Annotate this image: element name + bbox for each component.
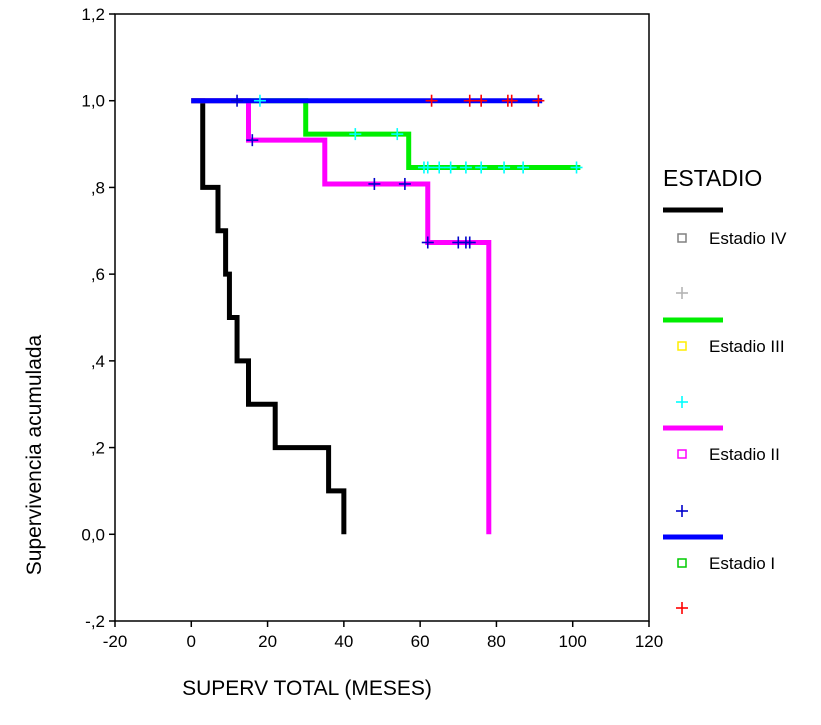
censor-mark <box>517 161 530 174</box>
legend: Estadio IV Estadio III Estadio II Estadio I <box>663 207 787 614</box>
y-tick-label: -,2 <box>85 612 105 631</box>
censor-mark <box>433 161 446 174</box>
censor-mark <box>532 94 545 107</box>
legend-label: Estadio I <box>709 554 775 573</box>
censor-marks <box>231 94 583 249</box>
legend-label: Estadio IV <box>709 229 787 248</box>
legend-entry: Estadio IV <box>677 229 787 248</box>
censor-mark <box>349 128 362 141</box>
censor-mark <box>498 161 511 174</box>
y-tick-label: ,6 <box>91 265 105 284</box>
y-tick-label: 0,0 <box>81 525 105 544</box>
censor-mark <box>391 128 404 141</box>
y-tick-label: ,2 <box>91 439 105 458</box>
series-line-estadio-iv <box>191 98 347 535</box>
x-tick-label: 0 <box>187 632 196 651</box>
y-tick-label: ,4 <box>91 352 105 371</box>
x-tick-label: 100 <box>559 632 587 651</box>
legend-square-swatch <box>677 341 687 351</box>
censor-mark <box>231 94 244 107</box>
legend-entry: Estadio III <box>677 337 785 356</box>
legend-square-swatch <box>677 449 687 459</box>
x-axis-title: SUPERV TOTAL (MESES) <box>182 677 432 700</box>
axis-ticks: -20 0 20 40 60 80 100 120 -,2 0,0 ,2 ,4 ,6 ,8 1,0 1,2 <box>81 5 663 651</box>
censor-mark <box>505 94 518 107</box>
legend-entry <box>676 602 688 614</box>
censor-mark <box>463 94 476 107</box>
legend-square-swatch <box>677 233 687 243</box>
series-layer <box>191 98 581 535</box>
legend-entry: Estadio II <box>677 445 780 464</box>
legend-square-swatch <box>677 558 687 568</box>
legend-title: ESTADIO <box>663 165 762 191</box>
censor-mark <box>421 161 434 174</box>
legend-entry <box>676 396 688 408</box>
censor-mark <box>421 236 434 249</box>
censor-mark <box>253 94 266 107</box>
x-tick-label: 20 <box>258 632 277 651</box>
censor-mark <box>444 161 457 174</box>
legend-entry: Estadio I <box>677 554 775 573</box>
legend-label: Estadio II <box>709 445 780 464</box>
y-tick-label: ,8 <box>91 178 105 197</box>
legend-entry <box>676 505 688 517</box>
x-tick-label: 80 <box>487 632 506 651</box>
censor-mark <box>425 94 438 107</box>
x-tick-label: 40 <box>334 632 353 651</box>
x-tick-label: 120 <box>635 632 663 651</box>
plot-frame <box>114 13 650 622</box>
censor-mark <box>570 161 583 174</box>
legend-entry <box>676 287 688 299</box>
legend-label: Estadio III <box>709 337 785 356</box>
censor-mark <box>463 236 476 249</box>
censor-mark <box>368 177 381 190</box>
x-tick-label: -20 <box>103 632 128 651</box>
censor-mark <box>459 161 472 174</box>
y-tick-label: 1,2 <box>81 5 105 24</box>
y-axis-title: Supervivencia acumulada <box>23 334 46 575</box>
censor-mark <box>475 94 488 107</box>
censor-mark <box>246 134 259 147</box>
y-tick-label: 1,0 <box>81 92 105 111</box>
censor-mark <box>475 161 488 174</box>
censor-mark <box>398 177 411 190</box>
x-tick-label: 60 <box>411 632 430 651</box>
